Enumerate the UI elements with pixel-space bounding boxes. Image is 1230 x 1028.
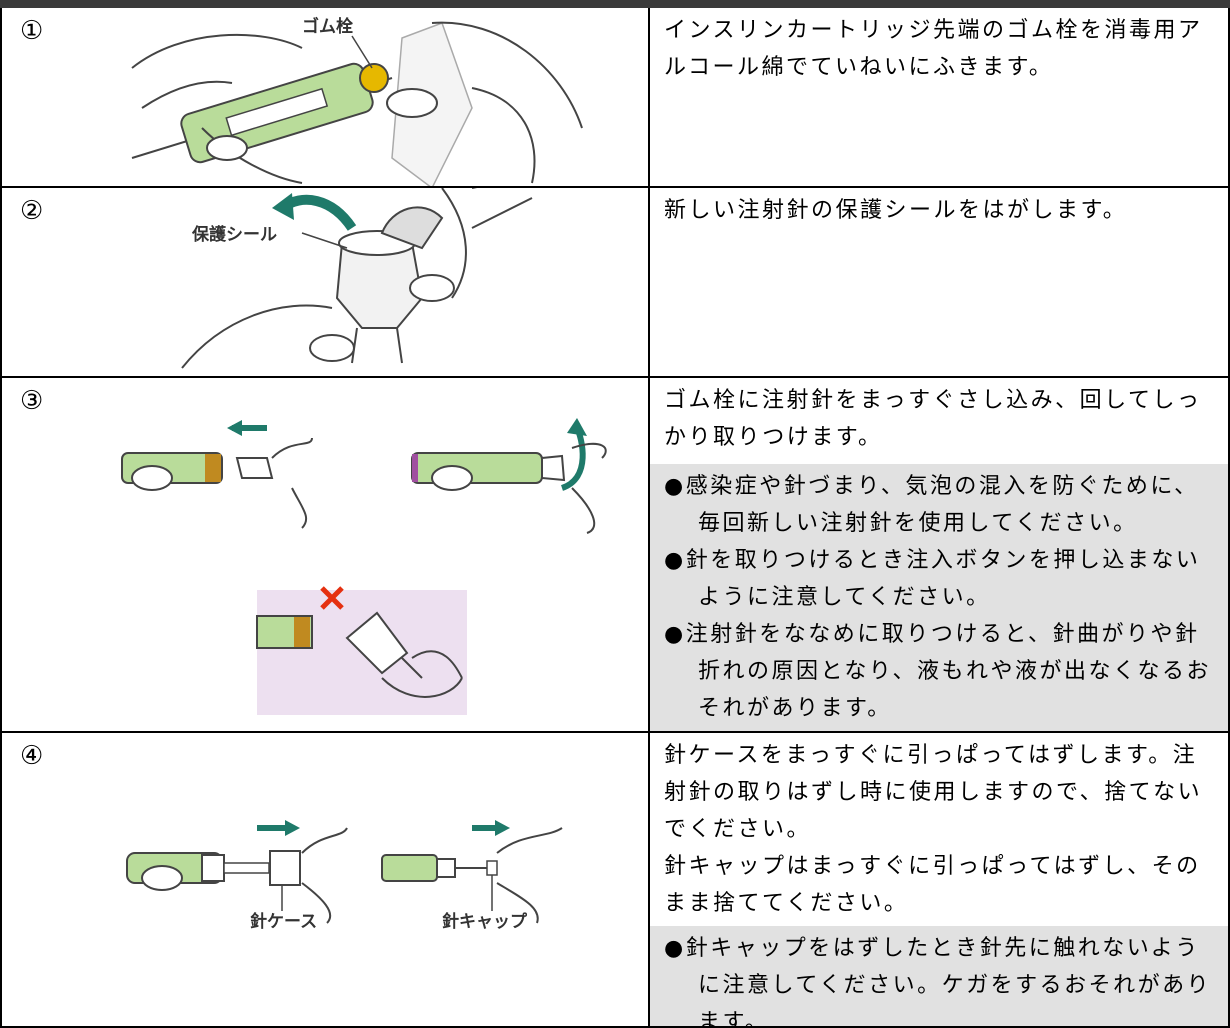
illustration: ゴム栓 (131, 16, 583, 186)
text-cell: 新しい注射針の保護シールをはがします。 (650, 188, 1228, 378)
note-item: ●注射針をななめに取りつけると、針曲がりや針折れの原因となり、液もれや液が出なく… (664, 622, 1211, 721)
illustration-cell: ③ (2, 378, 650, 733)
illustration-label: 保護シール (191, 224, 277, 245)
illustration-cell: ④ 針ケース 針キャップ (2, 733, 650, 1028)
note-item: ●感染症や針づまり、気泡の混入を防ぐために、毎回新しい注射針を使用してください。 (664, 474, 1199, 536)
step-number: ③ (20, 386, 44, 416)
instruction-text: インスリンカートリッジ先端のゴム栓を消毒用アルコール綿でていねいにふきます。 (664, 18, 1203, 80)
notes-box: ●感染症や針づまり、気泡の混入を防ぐために、毎回新しい注射針を使用してください。… (650, 464, 1228, 731)
illustration-label: 針キャップ (442, 911, 528, 932)
step-number: ② (20, 196, 44, 226)
illustration-cell: ① ゴム栓 (2, 8, 650, 188)
text-cell: インスリンカートリッジ先端のゴム栓を消毒用アルコール綿でていねいにふきます。 (650, 8, 1228, 188)
note-item: ●針を取りつけるとき注入ボタンを押し込まないように注意してください。 (664, 548, 1201, 610)
illustration (121, 418, 607, 715)
instruction-text: ゴム栓に注射針をまっすぐさし込み、回してしっかり取りつけます。 (664, 388, 1202, 450)
step-number: ④ (20, 741, 44, 771)
instruction-text: 新しい注射針の保護シールをはがします。 (664, 198, 1128, 223)
top-bar (0, 0, 1230, 8)
text-cell: 針ケースをまっすぐに引っぱってはずします。注射針の取りはずし時に使用しますので、… (650, 733, 1228, 1028)
illustration-label: ゴム栓 (302, 16, 353, 37)
notes-box: ●針キャップをはずしたとき針先に触れないように注意してください。ケガをするおそれ… (650, 926, 1228, 1028)
illustration: 針ケース 針キャップ (126, 820, 563, 932)
instruction-text: 針ケースをまっすぐに引っぱってはずします。注射針の取りはずし時に使用しますので、… (664, 743, 1203, 842)
illustration-label: 針ケース (250, 911, 317, 932)
note-item: ●針キャップをはずしたとき針先に触れないように注意してください。ケガをするおそれ… (664, 936, 1212, 1028)
illustration-cell: ② 保護シール (2, 188, 650, 378)
instruction-table: ① ゴム栓 インスリンカートリッジ先端のゴム栓を消毒用アルコール綿でていねいにふ… (0, 8, 1230, 1028)
step-number: ① (20, 16, 44, 46)
text-cell: ゴム栓に注射針をまっすぐさし込み、回してしっかり取りつけます。 ●感染症や針づま… (650, 378, 1228, 733)
instruction-text: 針キャップはまっすぐに引っぱってはずし、そのまま捨ててください。 (664, 854, 1201, 916)
illustration: 保護シール (181, 188, 533, 369)
